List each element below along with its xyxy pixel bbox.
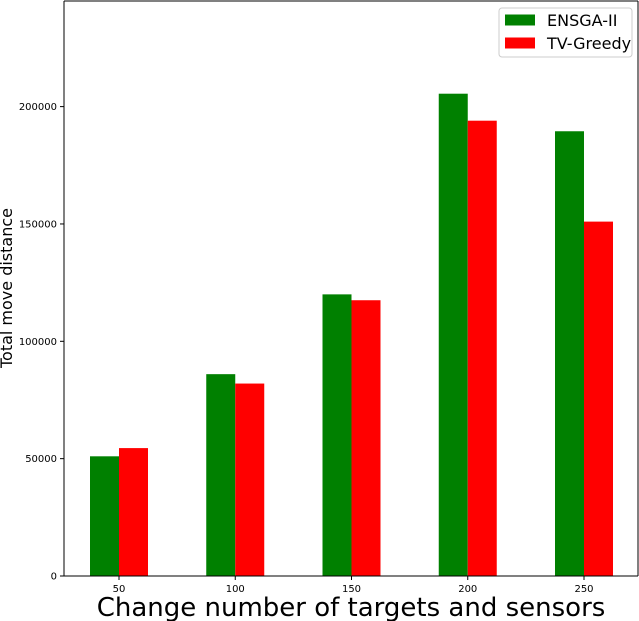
x-tick-label: 200 bbox=[458, 584, 477, 595]
bar-ensga-ii-150 bbox=[322, 294, 352, 576]
y-tick-label: 100000 bbox=[19, 337, 57, 348]
y-ticks-group: 0 50000 100000 150000 200000 bbox=[19, 102, 64, 583]
bar-ensga-ii-50 bbox=[90, 456, 119, 576]
bars-group bbox=[90, 93, 613, 577]
bar-tv-greedy-150 bbox=[351, 300, 381, 576]
bar-tv-greedy-50 bbox=[119, 448, 148, 576]
bar-ensga-ii-200 bbox=[438, 93, 468, 577]
y-tick-label: 150000 bbox=[19, 219, 57, 230]
legend-swatch-ensga-ii bbox=[505, 14, 535, 26]
y-tick-label: 200000 bbox=[19, 102, 57, 113]
x-tick-label: 150 bbox=[342, 584, 361, 595]
x-tick-label: 50 bbox=[113, 584, 126, 595]
y-tick-label: 0 bbox=[51, 572, 57, 583]
y-tick-label: 50000 bbox=[25, 454, 57, 465]
legend: ENSGA-II TV-Greedy bbox=[498, 7, 633, 58]
bar-tv-greedy-100 bbox=[235, 383, 265, 576]
legend-swatch-tv-greedy bbox=[505, 37, 535, 49]
axes-group bbox=[63, 0, 639, 577]
y-axis-label: Total move distance bbox=[0, 208, 16, 369]
x-tick-label: 100 bbox=[226, 584, 245, 595]
x-tick-label: 250 bbox=[574, 584, 593, 595]
bar-tv-greedy-250 bbox=[584, 221, 613, 576]
bar-ensga-ii-250 bbox=[555, 131, 584, 576]
legend-label-tv-greedy: TV-Greedy bbox=[546, 34, 631, 53]
x-axis-label: Change number of targets and sensors bbox=[97, 593, 606, 621]
bar-tv-greedy-200 bbox=[467, 120, 497, 576]
legend-label-ensga-ii: ENSGA-II bbox=[547, 11, 617, 30]
x-ticks-group: 50 100 150 200 250 bbox=[113, 576, 594, 595]
bar-ensga-ii-100 bbox=[206, 374, 236, 576]
